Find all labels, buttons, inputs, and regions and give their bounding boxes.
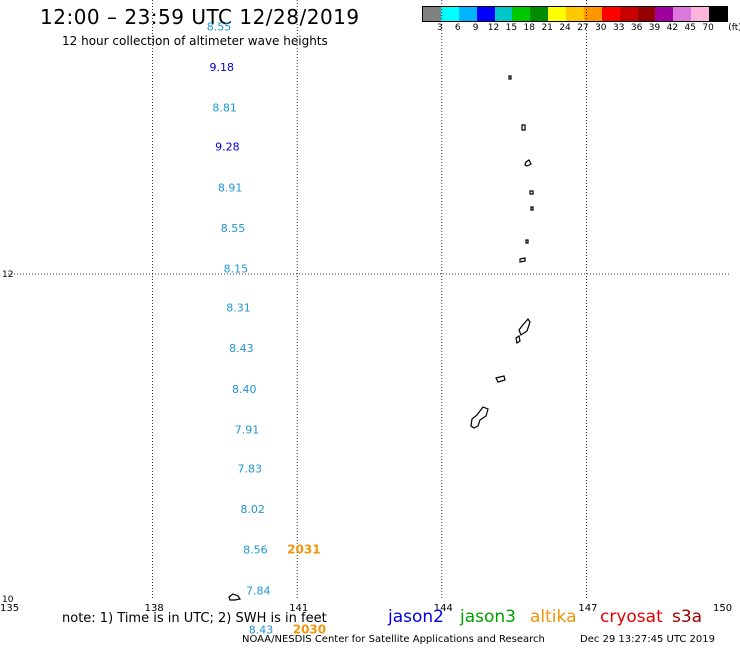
legend-swatch-13 (655, 7, 674, 21)
satellite-altika: altika (530, 607, 577, 627)
wave-height-label: 7.83 (238, 462, 262, 475)
wave-height-label: 8.56 (243, 544, 268, 557)
legend-swatch-6 (530, 7, 549, 21)
island-agrihan (521, 124, 526, 131)
wave-height-label: 8.31 (226, 302, 251, 315)
island-pagan (524, 159, 532, 167)
legend-swatch-8 (566, 7, 584, 21)
x-tick-label-147: 147 (578, 603, 597, 614)
wave-height-label: 8.55 (221, 222, 246, 235)
island-sarigan (525, 239, 529, 244)
footer-credit: NOAA/NESDIS Center for Satellite Applica… (242, 634, 545, 645)
wave-height-label: 8.40 (232, 383, 256, 396)
axis-labels: 135138141144147150201816141210 (0, 270, 732, 614)
satellite-jason2: jason2 (388, 607, 444, 627)
wave-height-label: 8.43 (249, 623, 274, 636)
page-subtitle: 12 hour collection of altimeter wave hei… (62, 34, 328, 48)
legend-label-21: 21 (541, 23, 553, 33)
island-guam (470, 406, 489, 429)
legend-label-30: 30 (595, 23, 607, 33)
legend-swatch-11 (619, 7, 638, 21)
island-uracas (508, 75, 512, 80)
legend-label-39: 39 (648, 23, 661, 33)
x-tick-label-144: 144 (434, 603, 453, 614)
legend-label-6: 6 (454, 23, 461, 33)
altika-track: 8.729.219.8710.3510.3010.249.309.138.438… (207, 20, 326, 636)
wave-height-label: 8.02 (240, 503, 265, 516)
island-tinian (515, 335, 521, 344)
legend-swatch-0 (423, 7, 441, 21)
legend-swatch-3 (476, 7, 495, 21)
legend-swatch-9 (583, 7, 602, 21)
legend-label-3: 3 (437, 23, 443, 33)
wave-height-label: 7.84 (246, 584, 270, 597)
y-tick-label-12: 12 (2, 270, 13, 280)
island-guguan (530, 206, 534, 211)
wave-height-label: 8.43 (229, 342, 254, 355)
legend-swatch-12 (637, 7, 656, 21)
satellite-jason3: jason3 (460, 607, 516, 627)
legend-swatch-14 (673, 7, 692, 21)
legend-unit-label: (ft) (728, 23, 740, 33)
island-ulithi (228, 593, 241, 601)
legend-label-18: 18 (523, 23, 536, 33)
satellite-s3a: s3a (672, 607, 703, 627)
island-anatahan (519, 257, 526, 263)
legend-label-27: 27 (577, 23, 589, 33)
note-text: note: 1) Time is in UTC; 2) SWH is in fe… (62, 611, 327, 626)
x-tick-label-150: 150 (713, 603, 732, 614)
wave-height-label: 8.55 (207, 20, 232, 33)
legend-label-36: 36 (630, 23, 643, 33)
time-label: 2031 (287, 543, 320, 557)
wave-height-label: 9.18 (210, 61, 235, 74)
legend-swatch-4 (494, 7, 513, 21)
island-rota (495, 375, 506, 383)
legend-swatch-7 (548, 7, 566, 21)
legend-label-12: 12 (487, 23, 500, 33)
x-tick-label-138: 138 (145, 603, 164, 614)
legend-label-15: 15 (505, 23, 518, 33)
legend-swatches (422, 6, 728, 22)
satellite-cryosat: cryosat (600, 607, 663, 627)
island-saipan (518, 318, 531, 336)
time-label: 2030 (293, 622, 326, 636)
wave-height-label: 8.15 (224, 263, 249, 276)
legend-swatch-5 (512, 7, 531, 21)
lat-lon-grid (8, 0, 731, 599)
footer-timestamp: Dec 29 13:27:45 UTC 2019 (580, 634, 715, 645)
y-tick-label-10: 10 (2, 595, 14, 605)
legend-swatch-2 (458, 7, 477, 21)
wave-height-label: 9.28 (215, 141, 240, 154)
legend-label-24: 24 (559, 23, 571, 33)
x-tick-label-135: 135 (0, 603, 19, 614)
legend-label-9: 9 (472, 23, 479, 33)
legend-swatch-1 (440, 7, 459, 21)
x-tick-label-141: 141 (289, 603, 308, 614)
page-title: 12:00 – 23:59 UTC 12/28/2019 (40, 5, 360, 29)
legend-label-45: 45 (684, 23, 696, 33)
legend-swatch-10 (601, 7, 620, 21)
islands (228, 75, 534, 601)
wave-height-label: 8.81 (212, 102, 237, 115)
legend-swatch-15 (691, 7, 709, 21)
island-alamagan (529, 190, 534, 195)
wave-height-label: 7.91 (235, 423, 260, 436)
wave-height-label: 8.91 (218, 181, 243, 194)
legend-label-33: 33 (612, 23, 625, 33)
legend-label-70: 70 (702, 23, 714, 33)
legend-swatch-16 (709, 7, 727, 21)
legend-label-42: 42 (666, 23, 679, 33)
